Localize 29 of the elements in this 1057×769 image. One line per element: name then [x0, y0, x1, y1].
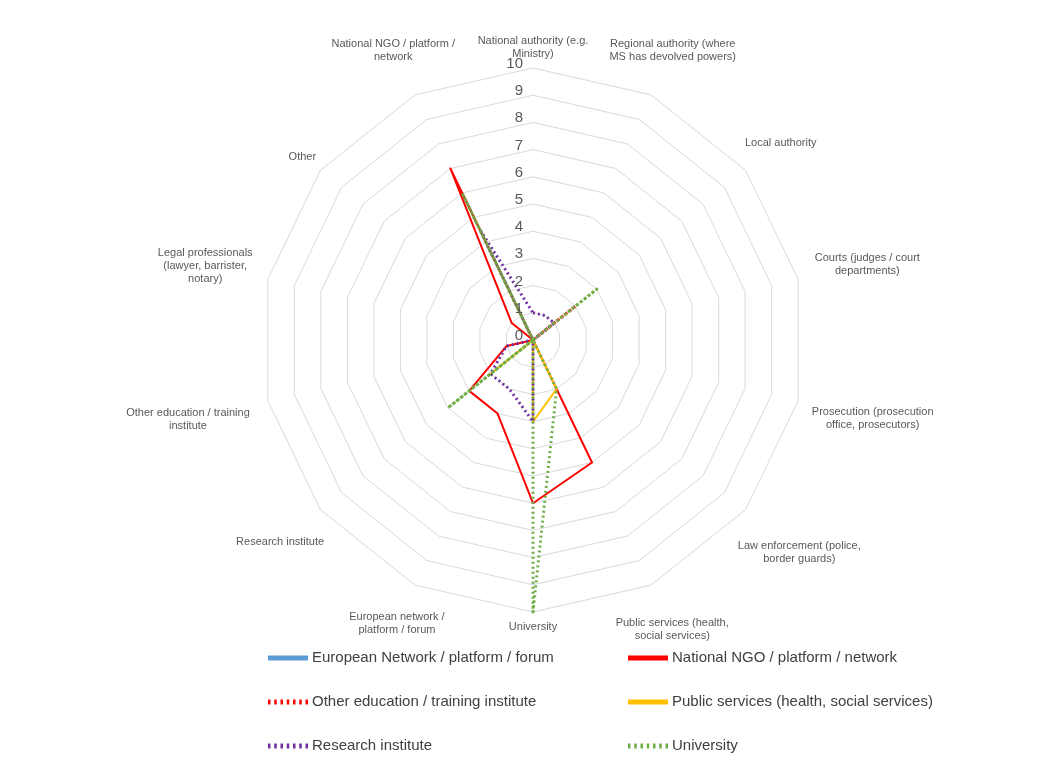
spoke-label: Local authority [744, 135, 818, 148]
spoke-label: Legal professionals (lawyer, barrister, notary) [157, 245, 254, 284]
spoke-label: Law enforcement (police, border guards) [737, 539, 861, 565]
legend-label: Public services (health, social services) [672, 691, 933, 709]
spoke-label: Public services (health, social services) [615, 616, 729, 642]
spoke-label: National NGO / platform / network [331, 36, 456, 62]
legend-label: University [672, 735, 738, 753]
y-tick-label: 8 [514, 108, 523, 126]
spoke-label: Courts (judges / court departments) [814, 250, 920, 276]
legend-label: Other education / training institute [312, 691, 537, 709]
legend-label: European Network / platform / forum [312, 647, 554, 665]
y-tick-label: 7 [514, 135, 523, 153]
spoke-label: Regional authority (where MS has devolved powers) [609, 36, 737, 62]
spoke-label: Prosecution (prosecution office, prosecutors) [811, 404, 934, 430]
y-tick-label: 4 [514, 217, 523, 235]
spoke-label: University [508, 620, 558, 632]
spoke-label: European network / platform / forum [349, 609, 446, 635]
spoke-label: Other [288, 149, 317, 162]
y-tick-label: 2 [514, 271, 523, 289]
y-tick-label: 9 [514, 81, 523, 99]
y-tick-label: 5 [514, 190, 523, 207]
y-tick-label: 3 [514, 244, 523, 262]
spoke-label: Research institute [236, 535, 325, 548]
y-tick-label: 6 [514, 162, 523, 180]
spoke-label: Other education / training institute [126, 405, 250, 431]
legend-label: Research institute [312, 735, 433, 753]
legend-label: National NGO / platform / network [672, 647, 898, 665]
spoke-label: National authority (e.g. Ministry) [477, 34, 589, 59]
y-tick-label: 0 [514, 326, 523, 343]
